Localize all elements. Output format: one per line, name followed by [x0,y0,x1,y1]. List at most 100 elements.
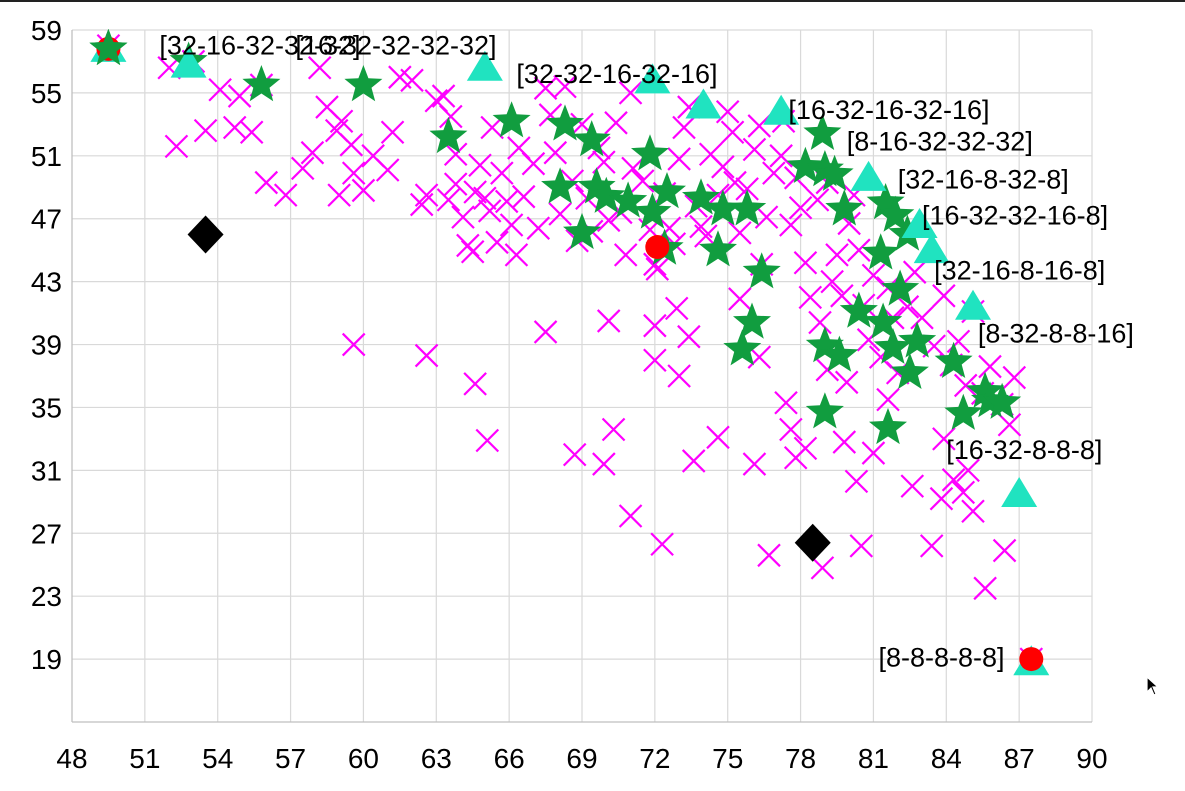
x-tick-label: 72 [639,743,670,774]
star-point [876,195,915,232]
star-point [873,327,912,364]
star-point [869,407,907,445]
triangle-point [685,88,722,119]
x-tick-label: 63 [421,743,452,774]
cross-point [601,417,626,442]
cross-point [468,153,492,178]
cross-point [793,436,818,461]
cross-point [715,100,740,124]
cross-point [728,287,752,311]
cross-point [613,243,638,267]
axes [71,30,1092,723]
x-tick-label: 66 [494,743,525,774]
cross-point [910,306,934,330]
cross-point [562,442,587,467]
star-point [742,252,781,289]
cross-point [227,84,252,108]
cross-point [273,183,298,207]
star-point [983,382,1022,419]
cross-point [526,216,551,240]
star-point [864,302,903,339]
star-point [546,104,584,141]
triangle-point [1001,476,1038,507]
cross-point [164,134,189,159]
cross-point [902,260,927,284]
cross-point [844,469,869,494]
cross-point [900,474,925,498]
cross-point [553,74,577,99]
star-point [633,192,672,229]
triangle-point [634,63,671,94]
mouse-cursor-icon [1146,676,1160,696]
cross-point [769,144,793,168]
cross-point [645,257,670,281]
cross-point [951,480,976,505]
cross-point [222,115,247,140]
annotation-label: [32-32-16-32-16] [516,59,717,89]
cross-point [414,343,439,368]
cross-point [533,76,558,100]
cross-point [533,320,558,344]
cross-point [723,170,747,195]
star-point [733,302,771,339]
cross-point [307,55,332,80]
cross-point [847,238,871,262]
cross-point [953,373,978,398]
star-point [703,189,742,226]
cross-point [400,68,424,93]
y-tick-label: 19 [31,644,62,675]
star-point [839,291,878,328]
cross-point [973,576,997,601]
cross-point [596,208,621,233]
diamond-point [794,523,831,562]
cross-point [808,310,832,335]
top-border [0,0,1185,2]
x-tick-label: 87 [1004,743,1035,774]
cross-point [832,430,857,454]
cross-point [290,156,315,181]
cross-point [706,425,730,450]
cross-point [463,372,487,396]
cross-point [997,412,1022,437]
cross-point [774,390,798,415]
triangle-point [850,160,887,191]
y-tick-label: 23 [31,581,62,612]
cross-point [239,120,264,145]
cross-point [208,77,232,102]
cross-point [757,543,781,568]
cross-point [742,137,767,162]
cross-point [747,114,772,138]
x-tick-label: 51 [129,743,160,774]
cross-point [735,177,759,201]
annotation-label: [16-32-32-32-32] [295,31,496,61]
x-tick-label: 60 [348,743,379,774]
cross-point [929,486,954,511]
cross-point [834,370,859,395]
x-tick-label: 75 [712,743,743,774]
cross-point [604,111,628,135]
star-point [825,189,864,226]
triangle-point [955,289,991,320]
cross-point [650,532,674,557]
cross-point [511,184,536,209]
annotation-label: [32-16-8-32-8] [898,164,1069,194]
star-point [723,329,762,366]
star-point [609,181,648,218]
cross-point [375,158,400,182]
cross-point [956,458,980,483]
star-point [934,341,973,378]
cross-point [339,133,364,157]
star-point [966,371,1005,408]
cross-point [1002,365,1027,390]
cross-point [754,205,779,229]
cross-point [592,452,616,476]
x-tick-label: 54 [202,743,233,774]
cross-point [805,188,830,212]
star-point [89,28,128,66]
y-tick-label: 27 [31,518,62,549]
annotations: [32-16-32-32-32][16-32-32-32-32] [32-32-1… [159,31,1134,673]
cross-point [876,387,900,412]
annotation-label: [32-16-32-32-32] [159,31,360,61]
cross-point [664,296,689,321]
